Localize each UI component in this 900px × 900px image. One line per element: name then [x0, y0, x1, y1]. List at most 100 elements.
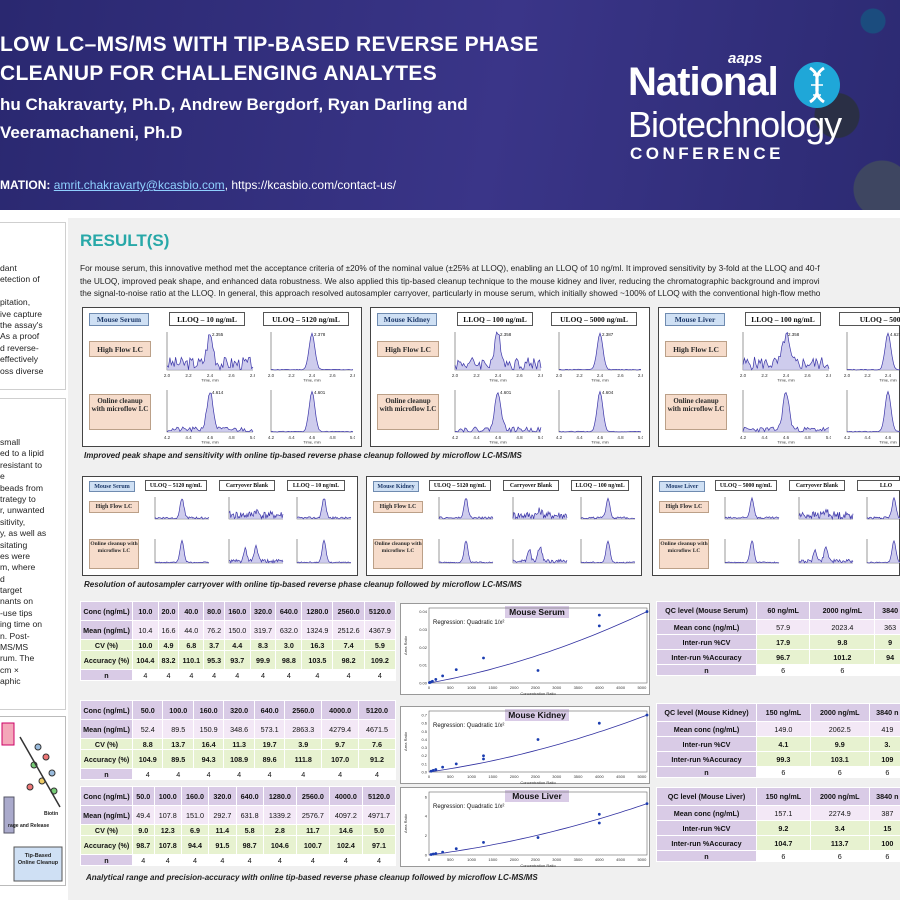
- table-cell: 94.3: [192, 749, 225, 769]
- qc-header-row: QC level (Mouse Serum) 60 ng/mL 2000 ng/mL…: [656, 601, 900, 620]
- table-cell: 4: [295, 854, 330, 866]
- qc-row-label: Inter-run %Accuracy: [656, 649, 757, 665]
- data-point: [434, 852, 438, 855]
- row-label: Accuracy (%): [80, 749, 133, 769]
- left-text-line: dant: [0, 263, 17, 273]
- x-tick-label: 0: [428, 857, 431, 862]
- table-cell: 4: [132, 669, 159, 681]
- time-tick-label: 4.8: [228, 435, 235, 440]
- y-tick-label: 0.2: [421, 753, 427, 758]
- chromatogram: [724, 539, 780, 564]
- chromatogram: [296, 539, 352, 564]
- uloq-label: ULOQ – 5120 ng/mL: [263, 312, 349, 326]
- chromatogram-trace: [724, 540, 780, 564]
- table-cell: 4671.5: [358, 719, 396, 739]
- time-tick-label: 2.6: [228, 373, 235, 378]
- chromatogram-trace: [166, 392, 254, 433]
- peak-area: [297, 498, 351, 519]
- poster-header: LOW LC–MS/MS WITH TIP-BASED REVERSE PHAS…: [0, 0, 900, 210]
- results-intro: For mouse serum, this innovative method …: [80, 262, 900, 300]
- lloq-label: LLOQ – 100 ng/mL: [571, 480, 629, 491]
- left-text-line: sitivity,: [0, 516, 26, 527]
- left-text-line: sitating: [0, 539, 28, 550]
- table-cell: 5.8: [235, 824, 264, 836]
- qc-cell: 113.7: [809, 835, 870, 851]
- time-tick-label: 2.2: [185, 373, 192, 378]
- table-cell: 104.4: [132, 650, 159, 670]
- chromatogram: 2.0 2.2 2.4 2.6 2.8 2.387 Time, min: [556, 332, 643, 382]
- contact-url[interactable]: , https://kcasbio.com/contact-us/: [224, 178, 397, 192]
- qc-cell: 6: [868, 766, 900, 778]
- table-cell: 98.7: [235, 835, 264, 855]
- x-tick-label: 500: [447, 857, 454, 862]
- qc-header-cell: 2000 ng/mL: [809, 601, 876, 620]
- chromatogram: 4.2 4.4 4.6 4.8 5.0 4.601 Time, min: [268, 390, 355, 444]
- table-cell: 4: [178, 669, 205, 681]
- peak-area: [155, 499, 209, 519]
- qc-header-cell: 3840: [874, 601, 900, 620]
- table-cell: 632.0: [275, 620, 303, 640]
- table-cell: 4.4: [223, 639, 251, 651]
- time-tick-label: 4.4: [576, 435, 583, 440]
- x-tick-label: 0: [428, 685, 431, 690]
- qc-row-label: Inter-run %CV: [656, 820, 757, 836]
- peak-area: [581, 498, 635, 519]
- table-cell: 11.4: [208, 824, 237, 836]
- peak-area: [559, 391, 641, 432]
- table-cell: 12.3: [153, 824, 182, 836]
- schematic-label-release: rage and Release: [8, 823, 50, 829]
- intro-line-3: the signal-to-noise ratio at the LLOQ. I…: [80, 288, 821, 298]
- table-cell: 640.0: [275, 601, 303, 621]
- time-tick-label: 4.8: [617, 435, 624, 440]
- row-label: n: [80, 669, 133, 681]
- chromatogram-trace: [798, 508, 854, 521]
- qc-cell: 9.8: [809, 634, 876, 650]
- qc-cell: 9.9: [809, 736, 870, 752]
- time-tick-label: 4.2: [268, 435, 275, 440]
- regression-curve: [428, 611, 648, 684]
- table-cell: 4000.0: [328, 786, 363, 806]
- regression-curve: [428, 803, 648, 856]
- time-tick-label: 2.0: [268, 373, 275, 378]
- table-cell: 150.0: [223, 620, 251, 640]
- chromatogram-trace: [228, 544, 284, 564]
- time-tick-label: 2.0: [452, 373, 459, 378]
- qc-cell: 363: [874, 619, 900, 635]
- peak-area: [155, 540, 209, 563]
- qc-header-cell: 150 ng/mL: [756, 703, 811, 722]
- peak-retention-label: 2.358: [500, 332, 512, 337]
- x-axis-label: Concentration Ratio: [520, 780, 556, 785]
- time-tick-label: 2.8: [638, 373, 643, 378]
- table-cell: 4: [131, 768, 164, 780]
- time-tick-label: 2.2: [473, 373, 480, 378]
- qc-cell: 6: [809, 766, 870, 778]
- logo-aaps: aaps: [728, 50, 763, 67]
- x-tick-label: 500: [447, 774, 454, 779]
- time-tick-label: 2.4: [495, 373, 502, 378]
- qc-cell: 104.7: [756, 835, 811, 851]
- data-point: [454, 847, 458, 851]
- contact-email-link[interactable]: amrit.chakravarty@kcasbio.com: [53, 178, 225, 192]
- chromatogram: [512, 539, 568, 564]
- x-axis-label: Time, min: [489, 440, 506, 445]
- y-tick-label: 0.1: [421, 761, 427, 766]
- left-text-line: oss diverse: [0, 365, 44, 376]
- online-cleanup-label: Online cleanup with microflow LC: [659, 539, 709, 569]
- qc-cell: 6: [756, 766, 811, 778]
- table-cell: 4971.7: [361, 805, 397, 825]
- chromatogram: [580, 497, 636, 520]
- online-cleanup-label: Online cleanup with microflow LC: [89, 539, 139, 569]
- x-axis-label: Concentration Ratio: [520, 863, 556, 868]
- left-text-line: -use tips: [0, 607, 33, 618]
- data-point: [454, 762, 458, 766]
- logo-national: National: [628, 60, 779, 104]
- qc-table: QC level (Mouse Serum) 60 ng/mL 2000 ng/mL…: [656, 601, 900, 676]
- qc-cell: 419: [868, 721, 900, 737]
- table-cell: 20.0: [157, 601, 180, 621]
- peak-area: [167, 392, 253, 432]
- time-tick-label: 4.2: [740, 435, 747, 440]
- peak-retention-label: 4.614: [212, 390, 224, 395]
- data-point: [429, 853, 433, 856]
- time-tick-label: 4.2: [452, 435, 459, 440]
